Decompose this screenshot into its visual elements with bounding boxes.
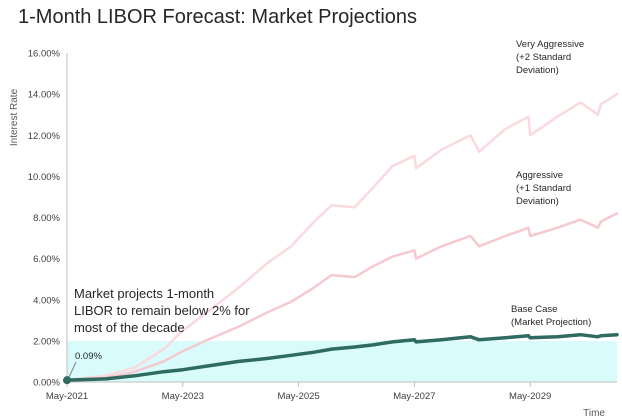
series-line-1 (65, 92, 619, 382)
x-axis-title: Time (583, 408, 605, 419)
annotation-text: most of the decade (74, 320, 185, 335)
chart-title: 1-Month LIBOR Forecast: Market Projectio… (18, 6, 418, 28)
series-label-1: Deviation) (516, 65, 559, 76)
y-tick-label: 6.00% (33, 254, 60, 265)
y-tick-label: 10.00% (28, 172, 61, 183)
x-tick-label: May-2029 (509, 391, 551, 402)
start-marker-label: 0.09% (75, 351, 102, 362)
series-label-3: (Market Projection) (511, 317, 591, 328)
x-tick-label: May-2023 (162, 391, 204, 402)
y-tick-label: 16.00% (28, 49, 61, 60)
series-label-2: (+1 Standard (516, 183, 571, 194)
start-marker-point (63, 376, 71, 385)
series-label-1: Very Aggressive (516, 39, 584, 50)
y-tick-label: 14.00% (28, 90, 61, 101)
series-label-1: (+2 Standard (516, 52, 571, 63)
x-tick-label: May-2027 (393, 391, 435, 402)
y-tick-label: 0.00% (33, 378, 60, 389)
series-label-3: Base Case (511, 304, 557, 315)
y-axis-title: Interest Rate (9, 88, 20, 146)
y-tick-label: 8.00% (33, 213, 60, 224)
y-tick-label: 12.00% (28, 131, 61, 142)
series-line-2 (65, 212, 619, 383)
series-label-2: Deviation) (516, 196, 559, 207)
annotation-text: LIBOR to remain below 2% for (74, 303, 250, 318)
y-tick-label: 4.00% (33, 295, 60, 306)
series-line-3 (65, 332, 619, 382)
start-marker-leader (68, 361, 77, 378)
series-label-2: Aggressive (516, 170, 563, 181)
x-tick-label: May-2021 (46, 391, 88, 402)
annotation-text: Market projects 1-month (74, 286, 214, 301)
y-tick-label: 2.00% (33, 336, 60, 347)
x-tick-label: May-2025 (277, 391, 319, 402)
